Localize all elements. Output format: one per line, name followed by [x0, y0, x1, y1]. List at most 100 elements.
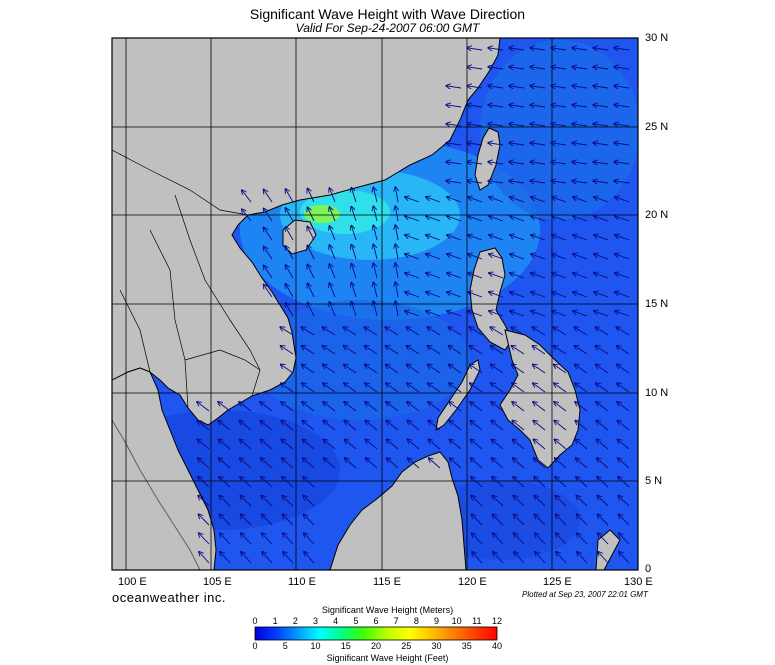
- wave-arrow: [572, 67, 588, 69]
- colorbar-feet-tick: 35: [461, 641, 472, 651]
- wave-arrow: [197, 402, 210, 412]
- wave-arrow: [555, 477, 567, 488]
- wave-arrow: [594, 216, 609, 222]
- wave-arrow: [468, 216, 483, 222]
- wave-arrow: [467, 181, 483, 183]
- lon-label-120e: 120 E: [458, 576, 487, 588]
- wave-arrow: [492, 458, 504, 469]
- colorbar-meter-tick: 0: [252, 616, 258, 626]
- wave-arrow: [448, 327, 462, 336]
- wave-arrow: [488, 105, 504, 107]
- wave-arrow: [262, 514, 273, 526]
- wave-arrow: [450, 439, 462, 450]
- wave-arrow: [555, 439, 567, 450]
- wave-arrow: [551, 48, 567, 50]
- wave-arrow: [512, 383, 525, 393]
- wave-arrow: [488, 143, 504, 145]
- wave-arrow: [573, 235, 588, 241]
- wave-arrow: [535, 533, 546, 545]
- wave-arrow: [218, 402, 231, 412]
- wave-arrow: [351, 188, 357, 203]
- wave-arrow: [619, 514, 630, 526]
- colorbar-feet-tick: 30: [431, 641, 442, 651]
- wave-arrow: [447, 235, 462, 241]
- wave-arrow: [597, 477, 609, 488]
- wave-arrow: [551, 105, 567, 107]
- wave-arrow: [219, 477, 231, 488]
- wave-arrow: [511, 327, 525, 336]
- wave-arrow: [488, 48, 504, 50]
- wave-arrow: [593, 124, 609, 126]
- wave-arrow: [573, 216, 588, 222]
- wave-arrow: [365, 421, 378, 431]
- wave-arrow: [386, 365, 399, 374]
- colorbar-meter-tick: 9: [433, 616, 439, 626]
- wave-arrow: [468, 197, 483, 203]
- map-title: Significant Wave Height with Wave Direct…: [249, 6, 526, 22]
- wave-arrow: [596, 365, 609, 374]
- wave-arrow: [262, 533, 273, 545]
- wave-arrow: [467, 143, 483, 145]
- wave-arrow: [594, 311, 609, 317]
- wave-arrow: [373, 282, 378, 298]
- wave-arrow: [533, 365, 546, 374]
- wave-arrow: [373, 301, 378, 317]
- wave-arrow: [373, 263, 378, 279]
- wave-arrow: [597, 439, 609, 450]
- wave-arrow: [534, 439, 546, 450]
- wave-arrow: [446, 143, 462, 145]
- wave-arrow: [472, 533, 483, 545]
- lon-label-130e: 130 E: [624, 576, 653, 588]
- wave-arrow: [286, 227, 294, 241]
- wave-arrow: [428, 365, 441, 374]
- wave-arrow: [286, 208, 294, 222]
- wave-arrow: [407, 421, 420, 431]
- wave-arrow: [264, 247, 273, 260]
- wave-arrow: [598, 514, 609, 526]
- colorbar-meter-tick: 1: [272, 616, 278, 626]
- wave-arrow: [488, 67, 504, 69]
- wave-arrow: [489, 235, 504, 241]
- wave-arrow: [307, 246, 315, 260]
- wave-arrow: [385, 327, 399, 336]
- wave-arrow: [387, 458, 399, 469]
- wave-arrow: [596, 383, 609, 393]
- wave-arrow: [467, 48, 483, 50]
- wave-arrow: [576, 439, 588, 450]
- wave-arrow: [509, 162, 525, 164]
- wave-arrow: [447, 311, 462, 317]
- wave-arrow: [510, 197, 525, 203]
- wave-arrow: [219, 458, 231, 469]
- wave-arrow: [552, 197, 567, 203]
- wave-arrow: [509, 124, 525, 126]
- wave-arrow: [302, 383, 315, 393]
- wave-arrow: [510, 292, 525, 298]
- wave-arrow: [373, 244, 378, 260]
- wave-arrow: [408, 458, 420, 469]
- colorbar-meter-tick: 12: [491, 616, 502, 626]
- wave-arrow: [572, 181, 588, 183]
- wave-arrow: [408, 439, 420, 450]
- wave-arrow: [343, 327, 357, 336]
- wave-arrow: [614, 143, 630, 145]
- wave-arrow: [510, 273, 525, 279]
- wave-arrow: [241, 552, 252, 564]
- wave-arrow: [351, 226, 357, 241]
- map-subtitle: Valid For Sep-24-2007 06:00 GMT: [295, 21, 480, 35]
- wave-arrow: [530, 105, 546, 107]
- lon-label-105e: 105 E: [203, 576, 232, 588]
- wave-arrow: [593, 162, 609, 164]
- wave-arrow: [572, 105, 588, 107]
- lat-label-10n: 10 N: [645, 387, 669, 399]
- wave-arrow: [304, 552, 315, 564]
- wave-arrow: [286, 284, 294, 298]
- colorbar-meter-tick: 4: [333, 616, 339, 626]
- map-frame: [111, 37, 639, 571]
- wave-arrow: [553, 327, 567, 336]
- wave-arrow: [530, 143, 546, 145]
- wave-arrow: [535, 514, 546, 526]
- wave-arrow: [351, 245, 357, 260]
- wave-arrow: [199, 552, 210, 564]
- wave-arrow: [531, 254, 546, 260]
